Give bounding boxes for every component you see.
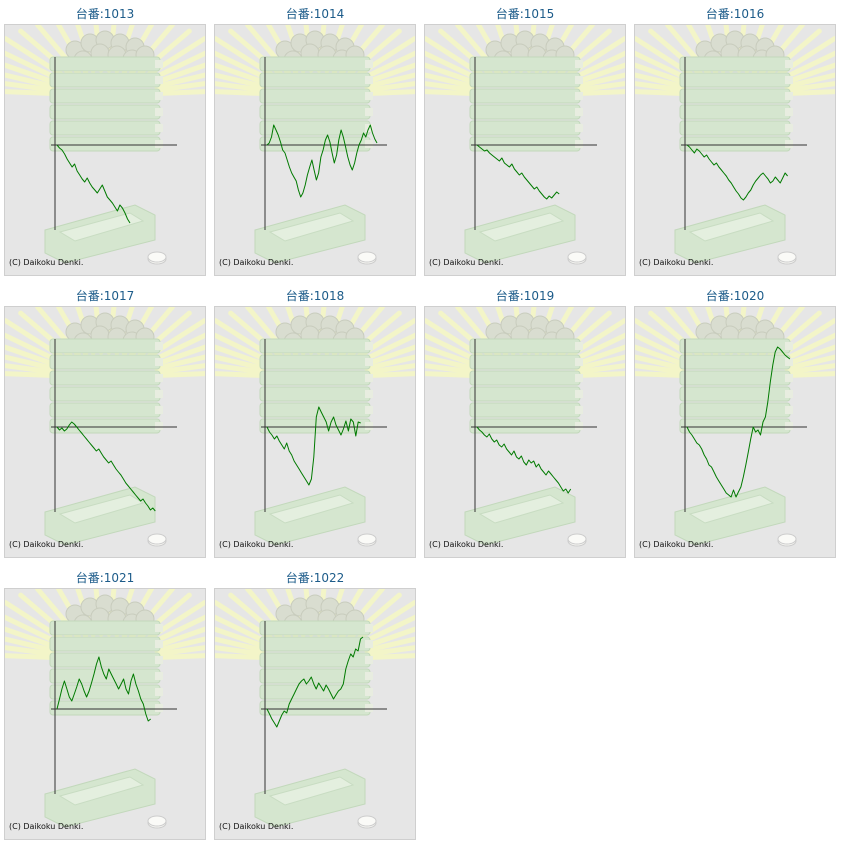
machine-number-link[interactable]: 台番:1019	[495, 289, 555, 303]
background-art	[215, 25, 415, 265]
machine-card: 台番:1013 (C) Daikoku Denki.	[0, 0, 210, 280]
copyright-text: (C) Daikoku Denki.	[219, 540, 294, 549]
machine-card: 台番:1022 (C) Daikoku Denki.	[210, 564, 420, 844]
graph-panel[interactable]: (C) Daikoku Denki.	[4, 588, 206, 840]
payout-line	[686, 144, 788, 201]
slump-graph	[215, 25, 415, 265]
slump-graph	[215, 589, 415, 829]
slump-graph	[5, 25, 205, 265]
payout-line	[266, 124, 378, 198]
payout-line	[476, 144, 560, 200]
machine-number-link[interactable]: 台番:1016	[705, 7, 765, 21]
machine-number-link[interactable]: 台番:1013	[75, 7, 135, 21]
graph-panel[interactable]: (C) Daikoku Denki.	[214, 306, 416, 558]
payout-line	[56, 656, 152, 722]
machine-number-link[interactable]: 台番:1014	[285, 7, 345, 21]
graph-panel[interactable]: (C) Daikoku Denki.	[214, 24, 416, 276]
copyright-text: (C) Daikoku Denki.	[219, 258, 294, 267]
copyright-text: (C) Daikoku Denki.	[9, 258, 84, 267]
background-art	[425, 307, 625, 547]
slump-graph	[215, 307, 415, 547]
machine-card: 台番:1016 (C) Daikoku Denki.	[630, 0, 840, 280]
machine-number-link[interactable]: 台番:1021	[75, 571, 135, 585]
payout-line	[56, 421, 156, 512]
slump-graph	[5, 307, 205, 547]
copyright-text: (C) Daikoku Denki.	[9, 822, 84, 831]
copyright-text: (C) Daikoku Denki.	[639, 258, 714, 267]
payout-line	[686, 346, 791, 498]
machine-number-link[interactable]: 台番:1015	[495, 7, 555, 21]
graph-panel[interactable]: (C) Daikoku Denki.	[634, 24, 836, 276]
machine-card: 台番:1021 (C) Daikoku Denki.	[0, 564, 210, 844]
payout-line	[476, 426, 572, 494]
background-art	[635, 25, 835, 265]
copyright-text: (C) Daikoku Denki.	[9, 540, 84, 549]
graph-panel[interactable]: (C) Daikoku Denki.	[4, 306, 206, 558]
background-art	[215, 307, 415, 547]
slump-graph	[5, 589, 205, 829]
background-art	[635, 307, 835, 547]
background-art	[215, 589, 415, 829]
payout-line	[56, 144, 131, 224]
machine-number-link[interactable]: 台番:1018	[285, 289, 345, 303]
slump-graph	[635, 307, 835, 547]
machine-number-link[interactable]: 台番:1017	[75, 289, 135, 303]
machine-card: 台番:1017 (C) Daikoku Denki.	[0, 282, 210, 562]
payout-line	[266, 636, 364, 728]
machine-number-link[interactable]: 台番:1022	[285, 571, 345, 585]
copyright-text: (C) Daikoku Denki.	[219, 822, 294, 831]
graph-panel[interactable]: (C) Daikoku Denki.	[424, 306, 626, 558]
machine-number-link[interactable]: 台番:1020	[705, 289, 765, 303]
payout-line	[266, 406, 361, 486]
slump-graph	[425, 307, 625, 547]
graph-panel[interactable]: (C) Daikoku Denki.	[4, 24, 206, 276]
graph-panel[interactable]: (C) Daikoku Denki.	[634, 306, 836, 558]
background-art	[5, 307, 205, 547]
slump-graph	[425, 25, 625, 265]
slump-graph	[635, 25, 835, 265]
machine-card: 台番:1015 (C) Daikoku Denki.	[420, 0, 630, 280]
copyright-text: (C) Daikoku Denki.	[429, 540, 504, 549]
machine-card: 台番:1019 (C) Daikoku Denki.	[420, 282, 630, 562]
background-art	[5, 25, 205, 265]
machine-card: 台番:1014 (C) Daikoku Denki.	[210, 0, 420, 280]
copyright-text: (C) Daikoku Denki.	[639, 540, 714, 549]
copyright-text: (C) Daikoku Denki.	[429, 258, 504, 267]
background-art	[5, 589, 205, 829]
graph-panel[interactable]: (C) Daikoku Denki.	[424, 24, 626, 276]
machine-card: 台番:1020 (C) Daikoku Denki.	[630, 282, 840, 562]
graph-panel[interactable]: (C) Daikoku Denki.	[214, 588, 416, 840]
background-art	[425, 25, 625, 265]
machine-card: 台番:1018 (C) Daikoku Denki.	[210, 282, 420, 562]
